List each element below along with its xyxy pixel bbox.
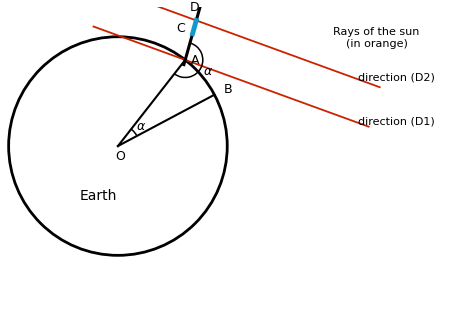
Text: α: α: [204, 65, 212, 78]
Text: C: C: [176, 22, 185, 35]
Text: O: O: [115, 150, 125, 163]
Text: D: D: [190, 1, 199, 14]
Text: A: A: [191, 54, 199, 67]
Text: α: α: [137, 120, 145, 133]
Text: B: B: [224, 83, 232, 96]
Text: direction (D1): direction (D1): [358, 117, 435, 126]
Text: Earth: Earth: [80, 189, 117, 203]
Text: Rays of the sun
(in orange): Rays of the sun (in orange): [333, 27, 420, 49]
Text: direction (D2): direction (D2): [358, 73, 435, 83]
